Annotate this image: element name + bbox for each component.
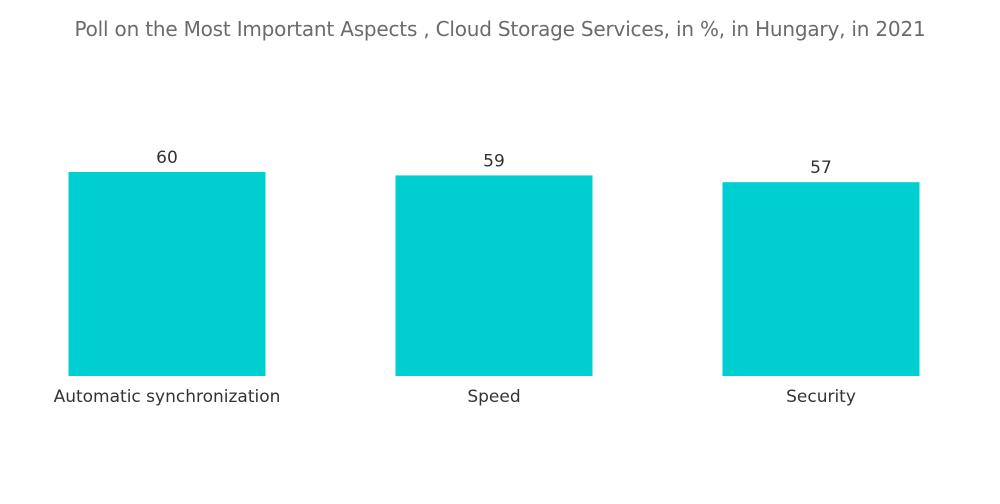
category-label-2: Security (786, 387, 856, 407)
value-label-0: 60 (156, 148, 178, 168)
category-label-1: Speed (467, 387, 520, 407)
value-label-2: 57 (810, 158, 832, 178)
chart-title: Poll on the Most Important Aspects , Clo… (74, 17, 926, 41)
bar-0 (68, 172, 266, 376)
category-label-0: Automatic synchronization (54, 387, 281, 407)
value-label-1: 59 (483, 151, 505, 171)
bars-group (68, 172, 920, 376)
bar-1 (395, 175, 593, 376)
bar-2 (722, 182, 920, 376)
value-labels-group: 60 59 57 (156, 148, 832, 178)
category-labels-group: Automatic synchronization Speed Security (54, 387, 856, 407)
